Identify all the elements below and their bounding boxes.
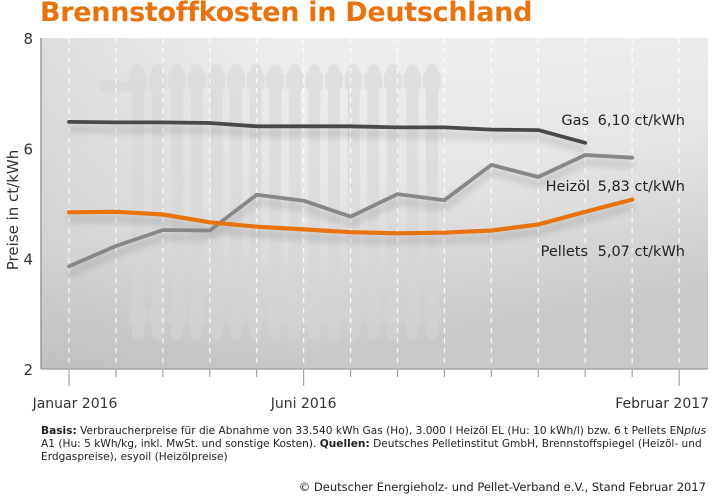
radiator-valve-stem [120, 82, 134, 91]
y-tick-label: 2 [23, 361, 33, 379]
radiator-rib-bottom-collar [344, 306, 363, 324]
y-tick-label: 6 [23, 140, 33, 158]
x-ticks [68, 369, 680, 386]
y-tick-label: 4 [23, 251, 33, 269]
radiator-rib-top-collar [168, 72, 187, 90]
radiator-rib-top-collar [246, 72, 265, 90]
radiator-rib-top-collar [364, 72, 383, 90]
series-label-gas-value: 6,10 ct/kWh [598, 113, 685, 129]
sources-label: Quellen: [319, 438, 370, 450]
series-label-gas: Gas 6,10 ct/kWh [561, 113, 685, 129]
radiator-rib-bottom-collar [187, 306, 206, 324]
radiator-rib-top-collar [403, 72, 422, 90]
y-tick-label: 8 [23, 30, 33, 48]
chart-title: Brennstoffkosten in Deutschland [40, 0, 533, 28]
series-lines [66, 120, 635, 269]
radiator-rib [406, 64, 419, 340]
radiator-rib-top-collar [227, 72, 245, 90]
radiator-rib-top-collar [148, 72, 167, 90]
radiator-rib-bottom-collar [364, 306, 383, 324]
radiator-rib-bottom-collar [246, 306, 265, 324]
radiator-rib [190, 64, 203, 340]
radiator-rib-top-collar [285, 72, 304, 90]
copyright-notice: © Deutscher Energieholz- und Pellet-Verb… [298, 480, 706, 494]
radiator-rib [210, 64, 223, 340]
radiator-rib [386, 64, 399, 340]
y-ticks: 2 4 6 8 [23, 30, 33, 379]
sources-text: Deutsches Pelletinstitut GmbH, Brennstof… [41, 438, 702, 463]
y-axis-label: Preise in ct/kWh [4, 150, 22, 270]
series-line-gas [67, 120, 588, 145]
radiator-rib-bottom-collar [423, 306, 441, 324]
series-label-gas-name: Gas [561, 113, 589, 129]
radiator-rib-bottom-collar [168, 306, 187, 324]
radiator-rib-top-collar [207, 72, 226, 90]
series-label-pellets-name: Pellets [541, 244, 588, 260]
radiator-rib-top-collar [325, 72, 343, 90]
radiator-rib-bottom-collar [285, 306, 304, 324]
series-label-heizoel-name: Heizöl [546, 179, 590, 195]
x-tick-label: Juni 2016 [270, 396, 337, 412]
radiator-rib-bottom-collar [383, 306, 402, 324]
footnote: Basis: Verbraucherpreise für die Abnahme… [41, 425, 709, 464]
basis-text-2: A1 (Hu: 5 kWh/kg, inkl. MwSt. und sonsti… [41, 438, 320, 450]
series-label-heizoel: Heizöl 5,83 ct/kWh [546, 179, 685, 195]
radiator-rib-top-collar [266, 72, 285, 90]
radiator-rib-bottom-collar [403, 306, 422, 324]
radiator-rib [132, 64, 144, 340]
radiator-rib [347, 64, 360, 340]
radiator-rib [230, 64, 242, 340]
radiator-rib-top-collar [344, 72, 363, 90]
series-line-heizoel [67, 153, 635, 269]
radiator-rib [269, 64, 282, 340]
radiator-rib-top-collar [129, 72, 147, 90]
radiator-rib-bottom-collar [148, 306, 167, 324]
radiator-rib-bottom-collar [227, 306, 245, 324]
radiator-rib-bottom-collar [325, 306, 343, 324]
series-label-heizoel-value: 5,83 ct/kWh [598, 179, 685, 195]
series-label-pellets-value: 5,07 ct/kWh [598, 244, 685, 260]
radiator-rib [171, 64, 184, 340]
radiator-rib [367, 64, 380, 340]
basis-text-1: Verbraucherpreise für die Abnahme von 33… [76, 425, 670, 437]
series-line-pellets [66, 197, 635, 236]
x-tick-label: Februar 2017 [615, 396, 709, 412]
series-label-pellets: Pellets 5,07 ct/kWh [541, 244, 685, 260]
radiator-illustration [100, 64, 441, 340]
radiator-rib-bottom-collar [207, 306, 226, 324]
radiator-rib [328, 64, 340, 340]
radiator-rib-top-collar [305, 72, 324, 90]
radiator-rib-top-collar [187, 72, 206, 90]
radiator-valve [100, 80, 122, 93]
radiator-rib-bottom-collar [129, 306, 147, 324]
x-tick-labels: Januar 2016 Juni 2016 Februar 2017 [32, 396, 710, 412]
radiator-rib-top-collar [383, 72, 402, 90]
enplus-prefix: EN [669, 425, 685, 437]
radiator-rib-bottom-collar [266, 306, 285, 324]
enplus-italic: plus [684, 425, 707, 437]
line-chart: 2 4 6 8 Preise in ct/kWh Januar 2016 Juni 20… [4, 30, 710, 412]
radiator-rib [308, 64, 321, 340]
radiator-rib [426, 64, 438, 340]
radiator-rib-top-collar [423, 72, 441, 90]
radiator-rib [151, 64, 164, 340]
x-tick-label: Januar 2016 [32, 396, 118, 412]
radiator-rib [288, 64, 301, 340]
radiator-rib-bottom-collar [305, 306, 324, 324]
radiator-rib [249, 64, 262, 340]
basis-label: Basis: [41, 425, 77, 437]
